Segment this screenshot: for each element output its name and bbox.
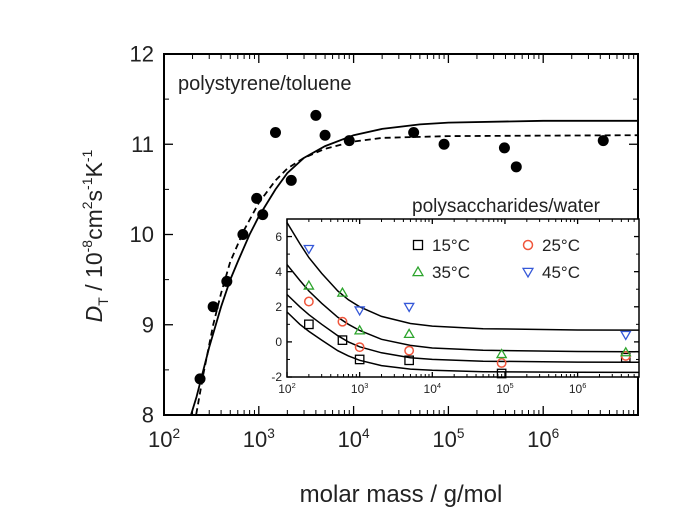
data-point-series-2 <box>337 316 348 327</box>
fit-curve-2 <box>195 134 638 415</box>
x-tick-label: 106 <box>527 426 559 452</box>
data-point-series-1 <box>251 192 263 204</box>
fit-curve-3 <box>287 293 639 364</box>
data-point-series-1 <box>498 142 510 154</box>
y-tick-label: 9 <box>142 312 154 337</box>
x-tick-label: 105 <box>496 381 514 396</box>
main-fit-curves <box>190 119 638 415</box>
inset-fit-curves <box>287 222 639 374</box>
data-point-series-1 <box>257 209 269 221</box>
fit-curve-2 <box>287 264 639 353</box>
data-point-series-1 <box>269 127 281 139</box>
main-x-ticks: 102 103 104 105 106 <box>148 54 635 452</box>
data-point-series-3 <box>336 286 349 297</box>
data-point-series-1 <box>310 109 322 121</box>
x-tick-label: 103 <box>351 381 369 396</box>
fit-curve-1 <box>190 119 638 415</box>
legend-marker-1 <box>412 239 424 251</box>
x-tick-label: 102 <box>148 426 180 452</box>
data-point-series-4 <box>403 302 415 313</box>
inset-legend: 15°C 25°C 35°C 45°C <box>411 236 580 282</box>
data-point-series-1 <box>510 161 522 173</box>
x-tick-label: 106 <box>569 381 587 396</box>
data-point-series-4 <box>353 306 366 317</box>
data-point-series-1 <box>285 174 297 186</box>
data-point-series-1 <box>207 301 219 313</box>
inset-x-ticks: 102 103 104 105 106 <box>278 219 635 396</box>
data-point-series-1 <box>194 373 206 385</box>
data-point-series-1 <box>354 354 365 365</box>
y-tick-label: 2 <box>275 300 282 314</box>
x-axis-title: molar mass / g/mol <box>300 481 503 508</box>
data-point-series-2 <box>496 358 507 368</box>
fit-curve-4 <box>287 311 639 374</box>
y-axis-sep: / 10 <box>81 252 107 297</box>
y-axis-title: DT / 10-8cm2s-1K-1 <box>79 149 111 322</box>
y-axis-symbol-sub: T <box>95 297 111 306</box>
x-tick-label: 104 <box>424 381 442 396</box>
main-y-ticks: 8 9 10 11 12 <box>130 42 638 428</box>
x-tick-label: 103 <box>243 426 275 452</box>
inset-y-ticks: -2 0 2 4 6 <box>271 230 639 384</box>
data-point-series-2 <box>354 342 365 353</box>
data-point-series-1 <box>408 127 420 139</box>
main-data-points <box>194 109 609 385</box>
data-point-series-1 <box>496 368 507 379</box>
y-axis-unit3: K <box>81 161 107 177</box>
main-chart-title: polystyrene/toluene <box>178 73 351 95</box>
y-tick-label: 12 <box>130 42 154 67</box>
y-axis-unit2: s <box>81 190 107 202</box>
data-point-series-4 <box>303 244 315 255</box>
data-point-series-1 <box>221 275 233 287</box>
data-point-series-1 <box>337 335 348 345</box>
y-axis-exp2: 2 <box>79 201 95 209</box>
data-point-series-3 <box>620 346 632 357</box>
data-point-series-1 <box>343 135 355 147</box>
legend-label-4: 45°C <box>542 263 580 282</box>
data-point-series-1 <box>404 355 414 366</box>
y-tick-label: 10 <box>130 222 154 247</box>
data-point-series-1 <box>438 138 450 150</box>
y-tick-label: -2 <box>271 370 282 384</box>
inset-chart: polysaccharides/water 102 103 104 105 106 -2… <box>271 196 640 396</box>
inset-chart-title: polysaccharides/water <box>412 196 601 217</box>
legend-label-1: 15°C <box>432 236 470 255</box>
legend-marker-2 <box>522 239 534 251</box>
y-tick-label: 8 <box>142 403 154 428</box>
data-point-series-3 <box>495 348 508 359</box>
y-axis-symbol: D <box>81 306 107 323</box>
legend-label-3: 35°C <box>432 263 470 282</box>
legend-marker-3 <box>411 265 425 277</box>
y-tick-label: 4 <box>275 265 282 279</box>
data-point-series-1 <box>237 229 249 240</box>
x-tick-label: 104 <box>338 426 370 452</box>
y-axis-exp3: -1 <box>79 177 95 190</box>
data-point-series-3 <box>353 324 366 335</box>
data-point-series-1 <box>597 135 609 147</box>
legend-marker-4 <box>521 267 535 279</box>
x-tick-label: 105 <box>432 426 464 452</box>
data-point-series-2 <box>303 296 314 307</box>
legend-label-2: 25°C <box>542 236 580 255</box>
data-point-series-1 <box>304 319 314 330</box>
data-point-series-3 <box>403 328 415 338</box>
x-tick-label: 102 <box>278 381 296 396</box>
y-tick-label: 0 <box>275 335 282 349</box>
y-axis-exp4: -1 <box>79 149 95 162</box>
y-tick-label: 6 <box>275 230 282 244</box>
y-axis-exp1: -8 <box>79 240 95 253</box>
data-point-series-2 <box>404 345 415 356</box>
y-axis-unit1: cm <box>81 209 107 240</box>
data-point-series-3 <box>303 279 315 290</box>
y-tick-label: 11 <box>131 132 154 157</box>
data-point-series-4 <box>620 330 632 341</box>
data-point-series-1 <box>319 129 331 141</box>
inset-data-points <box>303 244 632 379</box>
